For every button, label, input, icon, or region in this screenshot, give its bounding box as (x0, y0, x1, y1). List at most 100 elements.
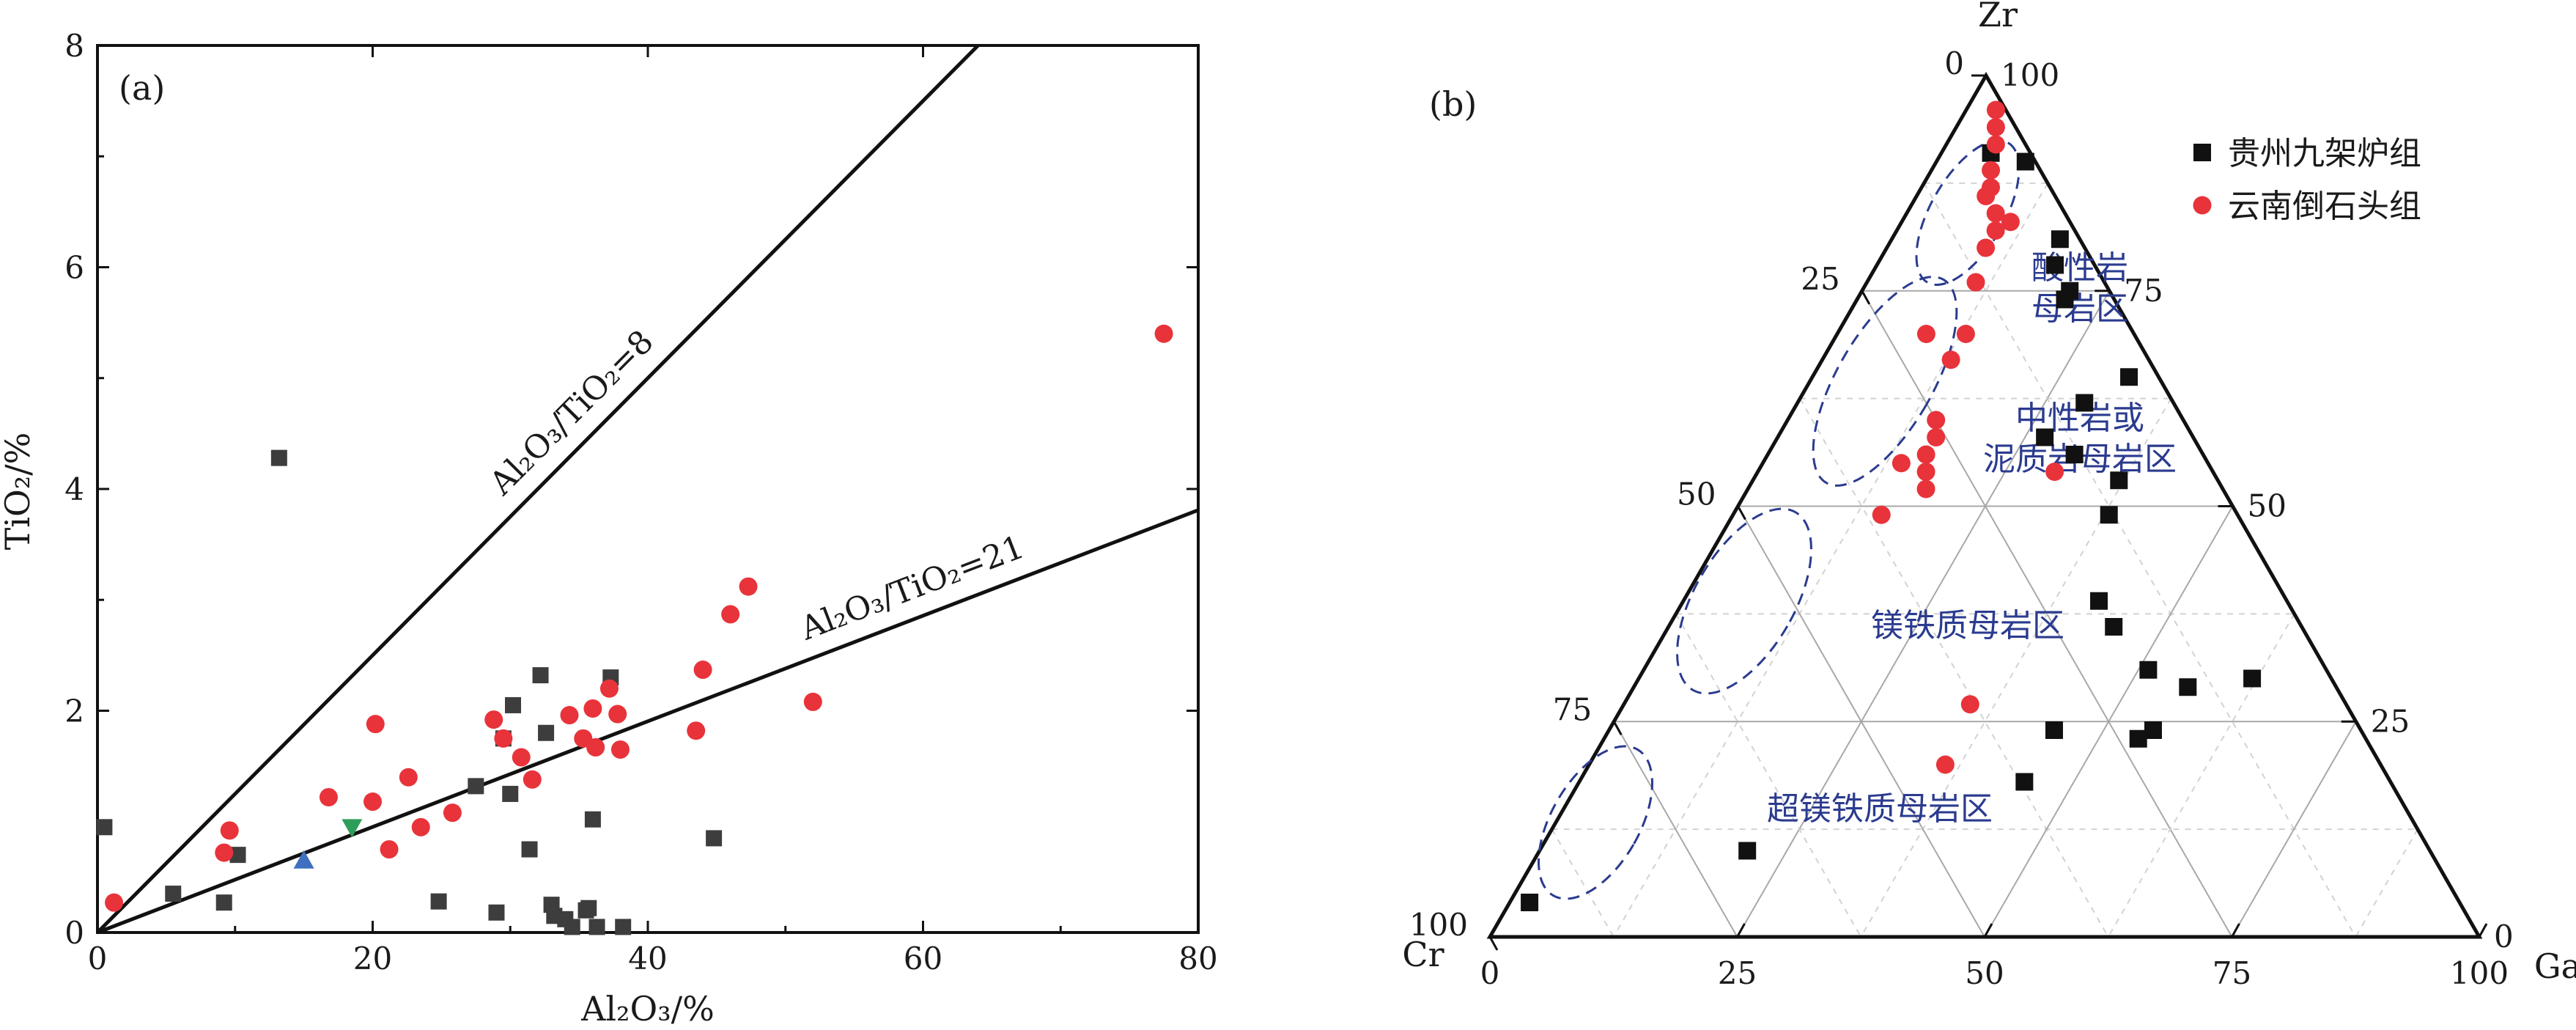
data-point-circle (610, 740, 630, 759)
data-point-circle (523, 770, 542, 789)
cr-axis-tick (1985, 75, 1995, 89)
data-point-circle (1986, 204, 2005, 223)
data-point-circle (105, 893, 124, 912)
data-point-square (2036, 428, 2054, 446)
data-point-square (538, 724, 555, 741)
region-boundary-ellipse (1812, 276, 1958, 487)
grid-line-ga (1612, 183, 2048, 938)
data-point-circle (2001, 213, 2020, 232)
data-point-circle (721, 605, 740, 624)
data-point-circle (1977, 187, 1996, 205)
panel-a-label: (a) (119, 68, 165, 108)
data-point-square (2051, 230, 2069, 249)
data-point-triangle-down (342, 819, 363, 838)
grid-line-cr (1613, 721, 1738, 938)
cr-axis-tick-label: 100 (1409, 907, 1468, 943)
data-point-square (588, 919, 605, 935)
panel-b-ticks: 0 0 0 25 25 25 50 50 50 75 75 75 100 100 100 (1409, 45, 2514, 991)
data-point-circle (215, 843, 234, 862)
panel-a-plot-frame (96, 44, 1200, 934)
data-point-circle (1892, 454, 1911, 473)
data-point-circle (583, 699, 602, 718)
zr-axis-tick-label: 0 (2494, 919, 2514, 954)
x-tick-label: 40 (628, 941, 667, 976)
zr-axis-tick-label: 75 (2124, 273, 2163, 309)
data-point-square (564, 919, 580, 935)
data-point-circle (2045, 463, 2064, 481)
data-point-square (2105, 618, 2123, 636)
data-point-square (1738, 842, 1757, 860)
data-point-square (2056, 290, 2074, 309)
legend-label: 贵州九架炉组 (2228, 135, 2421, 172)
data-point-square (505, 696, 522, 713)
data-point-square (215, 894, 232, 911)
cr-axis-tick (1612, 721, 1623, 735)
data-point-square (165, 886, 182, 902)
data-point-square (2243, 669, 2262, 688)
data-point-square (532, 667, 549, 684)
data-point-square (615, 919, 632, 935)
legend-marker-square (2193, 144, 2211, 161)
data-point-circle (1986, 221, 2005, 240)
data-point-circle (399, 768, 418, 787)
zr-axis-tick-label: 50 (2248, 488, 2287, 524)
ga-axis-tick (2478, 923, 2488, 938)
data-point-circle (693, 661, 712, 680)
grid-line-cr (1551, 828, 1614, 938)
panel-b-parent-rock-regions: 酸性岩母岩区中性岩或泥质岩母岩区镁铁质母岩区超镁铁质母岩区 (1538, 139, 2177, 900)
panel-a-ticks: 0 20 40 60 80 0 2 4 6 8 (64, 28, 1217, 976)
region-boundary-ellipse (1538, 745, 1653, 900)
panel-a-y-axis-title: TiO₂/% (0, 433, 37, 551)
reference-line-ratio-8 (96, 44, 980, 934)
data-point-square (2179, 678, 2197, 696)
data-point-circle (1916, 463, 1935, 481)
region-boundary-ellipse (1915, 139, 2020, 286)
data-point-circle (1941, 350, 1960, 369)
data-point-circle (739, 577, 758, 596)
ga-axis-tick-label: 25 (1718, 955, 1757, 991)
panel-b-data-points (1521, 100, 2262, 911)
panel-b-grid (1551, 182, 2418, 938)
data-point-circle (319, 787, 338, 806)
grid-line-cr (1737, 506, 1985, 938)
data-point-square (2129, 729, 2147, 748)
data-point-square (502, 785, 519, 802)
data-point-circle (1966, 273, 1985, 292)
panel-b-right-axis-title: Ga (2534, 946, 2576, 986)
data-point-circle (1916, 325, 1935, 343)
data-point-circle (1154, 324, 1173, 343)
data-point-circle (1916, 445, 1935, 464)
cr-axis-tick-label: 75 (1553, 691, 1592, 727)
data-point-circle (494, 729, 513, 748)
data-point-square (2100, 506, 2118, 524)
region-label: 母岩区 (2031, 290, 2128, 328)
ga-axis-tick (1736, 923, 1746, 938)
data-point-circle (1977, 238, 1996, 257)
x-tick-label: 80 (1178, 941, 1217, 976)
data-point-square (2090, 592, 2108, 610)
y-tick-label: 0 (64, 915, 84, 951)
data-point-circle (1986, 118, 2005, 136)
data-point-circle (608, 705, 627, 724)
grid-line-ga (1984, 506, 2234, 938)
data-point-square (2120, 368, 2138, 386)
grid-line-ga (1860, 398, 2172, 938)
ga-axis-tick-label: 50 (1965, 955, 2004, 991)
data-point-square (521, 841, 538, 858)
data-point-square (2015, 773, 2034, 791)
region-label: 超镁铁质母岩区 (1767, 790, 1993, 828)
data-point-circle (220, 821, 239, 840)
data-point-square (488, 904, 505, 921)
grid-line-ga (2231, 721, 2357, 938)
data-point-circle (1872, 505, 1891, 524)
data-point-square (270, 449, 287, 466)
x-tick-label: 20 (353, 941, 392, 976)
data-point-square (96, 819, 113, 836)
data-point-circle (1927, 428, 1946, 446)
grid-line-cr (1675, 613, 1862, 938)
data-point-circle (380, 840, 399, 859)
data-point-circle (586, 737, 605, 757)
data-point-square (2016, 152, 2034, 171)
